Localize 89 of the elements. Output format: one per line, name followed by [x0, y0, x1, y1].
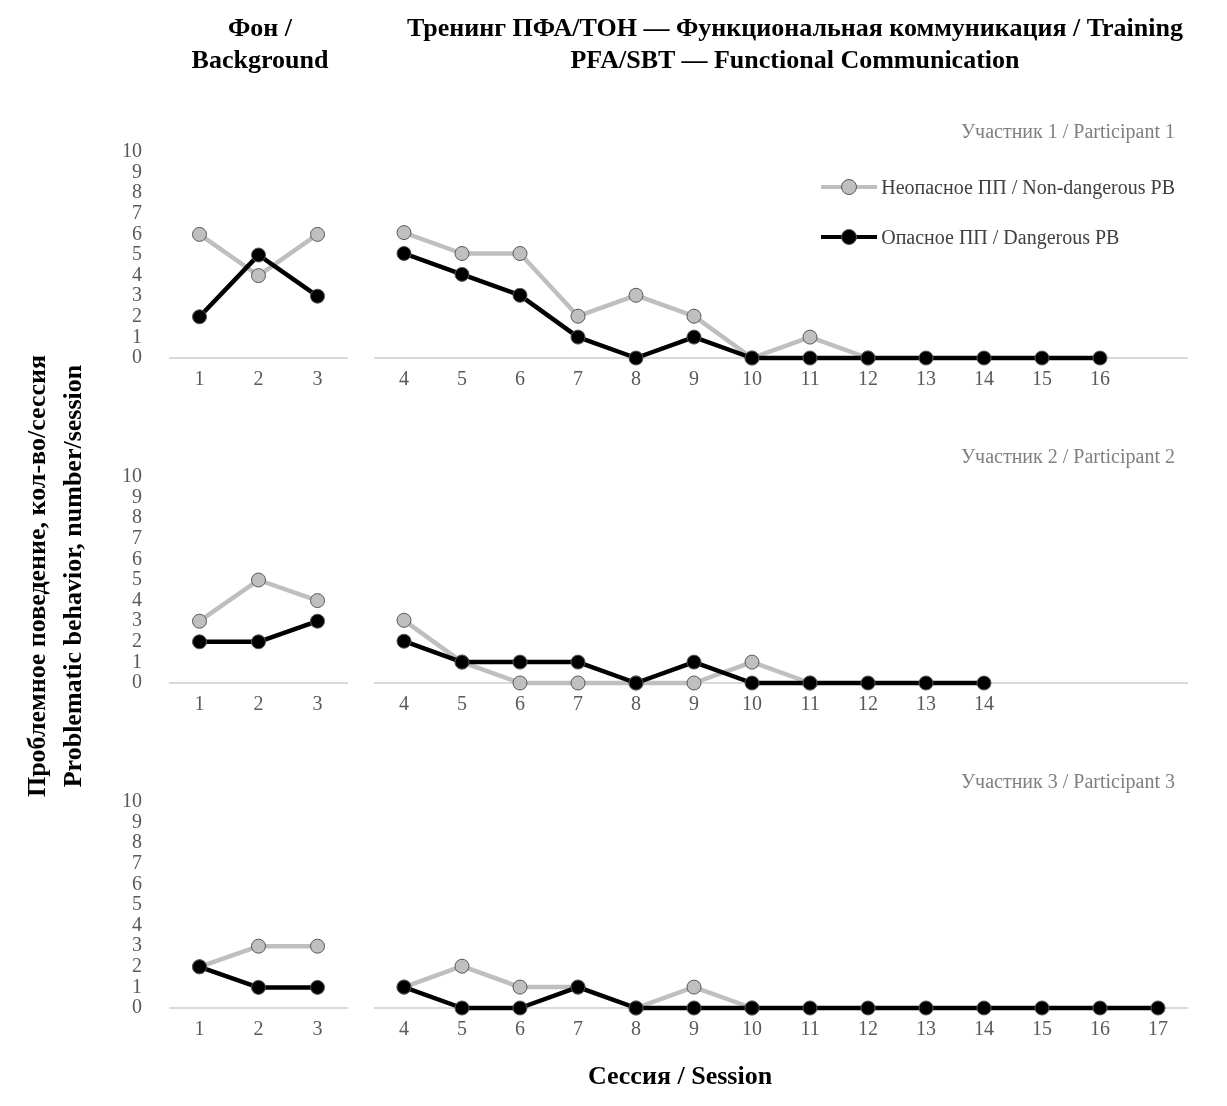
x-tick-label: 2	[253, 1017, 264, 1040]
x-tick-label: 12	[858, 692, 878, 715]
x-tick-label: 1	[194, 367, 205, 390]
y-tick-label: 8	[132, 180, 142, 203]
x-tick-label: 7	[573, 692, 583, 715]
y-tick-label: 9	[132, 159, 142, 182]
x-tick-label: 12	[858, 367, 878, 390]
y-tick-label: 4	[132, 587, 142, 610]
y-tick-label: 10	[122, 464, 142, 487]
y-tick-label: 0	[132, 995, 142, 1018]
y-tick-label: 4	[132, 262, 142, 285]
y-tick-label: 5	[132, 242, 142, 265]
x-tick-label: 3	[312, 1017, 323, 1040]
x-tick-label: 4	[399, 1017, 409, 1040]
x-tick-label: 1	[194, 1017, 205, 1040]
y-tick-label: 6	[132, 871, 142, 894]
x-tick-label: 4	[399, 367, 409, 390]
legend-label: Опасное ПП / Dangerous PB	[881, 225, 1120, 249]
text: Участник 2 / Participant 2	[960, 445, 1175, 468]
y-tick-label: 1	[132, 324, 142, 347]
x-tick-label: 13	[916, 692, 936, 715]
x-tick-label: 4	[399, 692, 409, 715]
x-tick-label: 12	[858, 1017, 878, 1040]
y-tick-label: 7	[132, 851, 142, 874]
chart-title: Тренинг ПФА/ТОН — Функциональная коммуникация / Training PFA/SBT — Functional Communication	[406, 12, 1184, 76]
x-tick-label: 15	[1032, 1017, 1052, 1040]
x-tick-label: 14	[974, 692, 994, 715]
x-tick-label: 7	[573, 1017, 583, 1040]
x-tick-label: 10	[742, 692, 762, 715]
y-tick-label: 8	[132, 830, 142, 853]
y-tick-label: 9	[132, 484, 142, 507]
x-axis-title: Сессия / Session	[586, 1060, 774, 1092]
y-tick-label: 3	[132, 283, 142, 306]
x-tick-label: 2	[253, 692, 264, 715]
y-tick-label: 1	[132, 974, 142, 997]
x-tick-label: 16	[1090, 367, 1110, 390]
y-tick-label: 7	[132, 201, 142, 224]
y-tick-label: 3	[132, 608, 142, 631]
x-tick-label: 6	[515, 1017, 525, 1040]
x-tick-label: 9	[689, 692, 699, 715]
x-tick-label: 3	[312, 367, 323, 390]
y-tick-label: 5	[132, 567, 142, 590]
y-tick-label: 2	[132, 629, 142, 652]
x-tick-label: 5	[457, 692, 467, 715]
y-tick-label: 2	[132, 304, 142, 327]
x-tick-label: 6	[515, 692, 525, 715]
y-tick-label: 6	[132, 546, 142, 569]
chart-title: Фон / Background	[190, 12, 330, 76]
y-tick-label: 9	[132, 809, 142, 832]
x-tick-label: 10	[742, 367, 762, 390]
x-tick-label: 10	[742, 1017, 762, 1040]
y-tick-label: 4	[132, 912, 142, 935]
x-tick-label: 13	[916, 367, 936, 390]
x-tick-label: 14	[974, 1017, 994, 1040]
y-axis-title: Проблемное поведение, кол-во/сессия Problematic behavior, number/session	[21, 353, 88, 800]
x-tick-label: 1	[194, 692, 205, 715]
x-tick-label: 7	[573, 367, 583, 390]
y-tick-label: 8	[132, 505, 142, 528]
x-tick-label: 2	[253, 367, 264, 390]
x-tick-label: 11	[800, 692, 820, 715]
y-tick-label: 10	[122, 789, 142, 812]
y-tick-label: 7	[132, 526, 142, 549]
y-tick-label: 3	[132, 933, 142, 956]
x-tick-label: 11	[800, 367, 820, 390]
y-tick-label: 1	[132, 649, 142, 672]
x-tick-label: 13	[916, 1017, 936, 1040]
x-tick-label: 3	[312, 692, 323, 715]
x-tick-label: 8	[631, 367, 641, 390]
x-tick-label: 8	[631, 692, 641, 715]
text: Участник 3 / Participant 3	[960, 770, 1175, 793]
y-tick-label: 6	[132, 221, 142, 244]
x-tick-label: 16	[1090, 1017, 1110, 1040]
x-tick-label: 11	[800, 1017, 820, 1040]
y-tick-label: 2	[132, 954, 142, 977]
legend-label: Неопасное ПП / Non-dangerous PB	[881, 175, 1175, 199]
x-tick-label: 8	[631, 1017, 641, 1040]
x-tick-label: 6	[515, 367, 525, 390]
x-tick-label: 9	[689, 1017, 699, 1040]
y-tick-label: 10	[122, 139, 142, 162]
x-tick-label: 14	[974, 367, 994, 390]
x-tick-label: 15	[1032, 367, 1052, 390]
y-tick-label: 0	[132, 345, 142, 368]
y-tick-label: 5	[132, 892, 142, 915]
x-tick-label: 5	[457, 1017, 467, 1040]
x-tick-label: 5	[457, 367, 467, 390]
x-tick-label: 17	[1148, 1017, 1168, 1040]
text: Участник 1 / Participant 1	[960, 120, 1175, 143]
x-tick-label: 9	[689, 367, 699, 390]
y-tick-label: 0	[132, 670, 142, 693]
